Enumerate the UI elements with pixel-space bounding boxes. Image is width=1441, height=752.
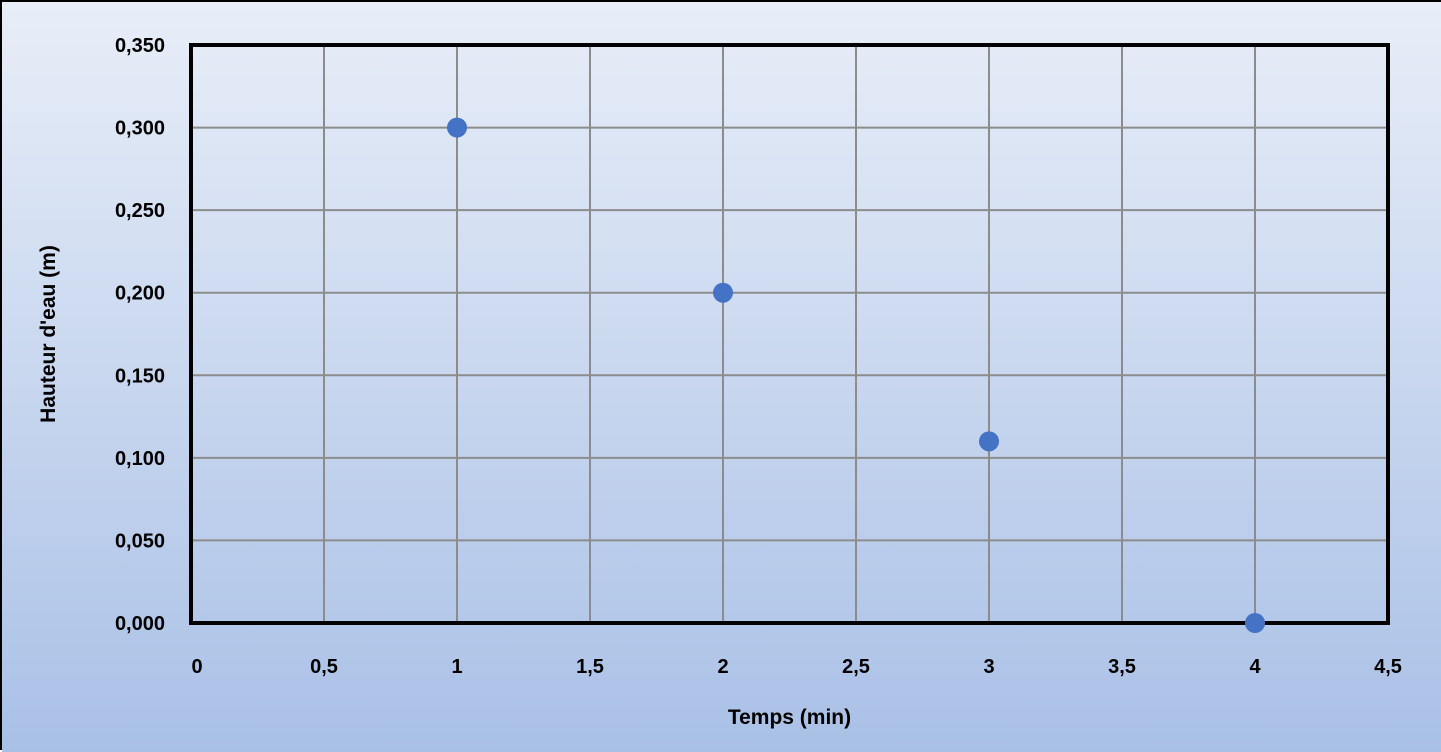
x-tick-label: 2,5 bbox=[842, 656, 870, 678]
x-axis-ticks: 0 0,5 1 1,5 2 2,5 3 3,5 4 4,5 bbox=[191, 656, 1401, 678]
x-tick-label: 3 bbox=[983, 656, 994, 678]
x-tick-label: 3,5 bbox=[1108, 656, 1136, 678]
y-tick-label: 0,300 bbox=[115, 118, 165, 140]
x-tick-label: 4,5 bbox=[1374, 656, 1402, 678]
y-tick-label: 0,350 bbox=[115, 35, 165, 57]
x-tick-label: 4 bbox=[1249, 656, 1261, 678]
data-point bbox=[979, 431, 999, 452]
y-tick-label: 0,250 bbox=[115, 200, 165, 222]
y-axis-ticks: 0,000 0,050 0,100 0,150 0,200 0,250 0,300 0,350 bbox=[115, 35, 165, 635]
x-tick-label: 1,5 bbox=[576, 656, 604, 678]
data-points bbox=[447, 117, 1265, 633]
x-tick-label: 0 bbox=[191, 656, 202, 678]
x-tick-label: 1 bbox=[451, 656, 462, 678]
y-axis-title: Hauteur d'eau (m) bbox=[37, 245, 60, 423]
x-tick-label: 2 bbox=[717, 656, 728, 678]
data-point bbox=[447, 117, 467, 138]
y-tick-label: 0,050 bbox=[115, 530, 165, 552]
y-tick-label: 0,200 bbox=[115, 283, 165, 305]
x-axis-title: Temps (min) bbox=[728, 706, 851, 729]
y-tick-label: 0,100 bbox=[115, 448, 165, 470]
x-tick-label: 0,5 bbox=[310, 656, 338, 678]
y-tick-label: 0,000 bbox=[115, 613, 165, 635]
data-point bbox=[1245, 613, 1265, 633]
y-tick-label: 0,150 bbox=[115, 365, 165, 387]
plot-area-border bbox=[189, 43, 1390, 625]
data-point bbox=[713, 282, 733, 303]
